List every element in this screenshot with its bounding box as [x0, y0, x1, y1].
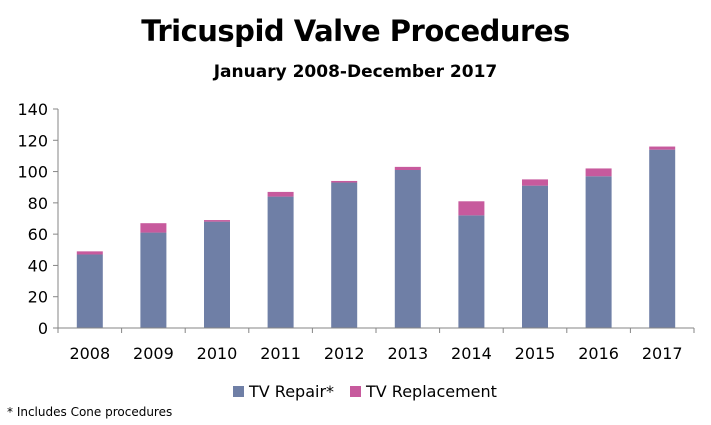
bar-tv-repair-2014	[458, 215, 485, 328]
x-tick-label: 2017	[642, 344, 683, 363]
legend: TV Repair* TV Replacement	[233, 382, 497, 401]
legend-item-tv-repair: TV Repair*	[233, 382, 334, 401]
bar-tv-repair-2017	[649, 149, 676, 328]
y-tick-label: 80	[28, 194, 48, 213]
bar-tv-replacement-2012	[331, 180, 358, 183]
bar-tv-replacement-2008	[76, 251, 103, 255]
bar-tv-repair-2011	[267, 196, 294, 328]
x-tick-label: 2013	[387, 344, 428, 363]
bar-tv-replacement-2017	[649, 146, 676, 150]
x-tick-label: 2011	[260, 344, 301, 363]
legend-label: TV Repair*	[248, 382, 334, 401]
y-tick-label: 0	[38, 319, 48, 338]
bar-tv-replacement-2011	[267, 191, 294, 197]
bar-tv-replacement-2009	[140, 223, 167, 233]
bar-tv-replacement-2016	[585, 168, 612, 177]
y-tick-label: 40	[28, 256, 48, 275]
x-tick-label: 2014	[451, 344, 492, 363]
x-tick-label: 2015	[515, 344, 556, 363]
bar-tv-replacement-2014	[458, 201, 485, 216]
bar-tv-repair-2009	[140, 232, 167, 328]
y-tick-label: 140	[17, 100, 48, 119]
legend-swatch	[233, 386, 244, 397]
bar-tv-repair-2013	[394, 170, 421, 328]
x-axis: 2008 2009 2010 2011 2012 2013 2014 2015 2016 2017	[57, 327, 695, 363]
bar-tv-replacement-2013	[394, 166, 421, 171]
x-tick-label: 2010	[197, 344, 238, 363]
footnote: * Includes Cone procedures	[7, 405, 173, 419]
bar-tv-repair-2008	[76, 254, 103, 328]
chart-title: Tricuspid Valve Procedures	[141, 14, 570, 48]
y-tick-label: 120	[17, 131, 48, 150]
chart-subtitle: January 2008-December 2017	[213, 62, 498, 82]
x-tick-label: 2012	[324, 344, 365, 363]
y-axis: 0 20 40 60 80 100 120 140	[17, 100, 59, 338]
bar-tv-replacement-2010	[204, 220, 230, 222]
legend-item-tv-replacement: TV Replacement	[350, 382, 497, 401]
legend-swatch	[350, 386, 361, 397]
bar-tv-repair-2012	[331, 182, 358, 328]
bars	[76, 146, 676, 328]
y-tick-label: 100	[17, 163, 48, 182]
bar-tv-replacement-2015	[522, 179, 548, 186]
x-tick-label: 2009	[133, 344, 174, 363]
legend-label: TV Replacement	[365, 382, 497, 401]
bar-tv-repair-2015	[522, 185, 548, 328]
y-tick-label: 20	[28, 288, 48, 307]
y-tick-label: 60	[28, 225, 48, 244]
bar-tv-repair-2016	[585, 176, 612, 328]
bar-tv-repair-2010	[204, 221, 230, 328]
x-tick-label: 2008	[69, 344, 110, 363]
x-tick-label: 2016	[578, 344, 619, 363]
